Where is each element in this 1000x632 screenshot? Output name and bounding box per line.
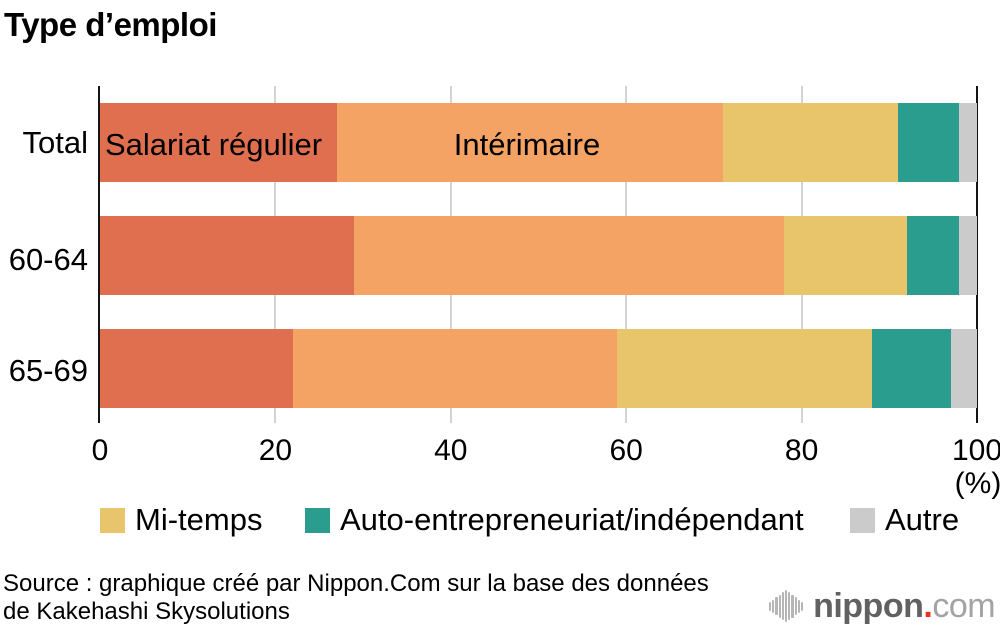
- equalizer-bar: [791, 594, 794, 618]
- inline-label-salariat-regulier: Salariat régulier: [105, 127, 323, 162]
- bar-segment: [722, 103, 899, 182]
- equalizer-bar: [784, 590, 788, 622]
- category-label: 60-64: [8, 242, 88, 277]
- legend-label: Autre: [885, 502, 960, 537]
- logo-word-com: com: [932, 586, 996, 625]
- logo-word-nippon: nippon: [813, 586, 924, 625]
- x-tick-label: 40: [434, 434, 468, 467]
- bar-row-60-64: [100, 216, 977, 295]
- legend-label: Mi-temps: [135, 502, 263, 537]
- equalizer-bars-icon: [769, 590, 804, 622]
- inline-label-interimaire: Intérimaire: [453, 127, 601, 162]
- x-tick-label: 20: [258, 434, 293, 467]
- bar-segment: [959, 103, 977, 182]
- bar-segment: [784, 216, 907, 295]
- equalizer-bar: [794, 597, 797, 615]
- equalizer-bar: [781, 592, 784, 620]
- bar-segment: [100, 103, 337, 182]
- equalizer-bar: [778, 594, 781, 618]
- legend-swatch: [850, 507, 875, 533]
- x-tick-label: 60: [609, 434, 643, 467]
- equalizer-bar: [788, 592, 791, 620]
- equalizer-bar: [800, 601, 804, 611]
- bar-segment: [292, 329, 618, 408]
- x-tick-label: 80: [784, 434, 819, 467]
- bar-segment: [100, 216, 355, 295]
- equalizer-bar: [769, 601, 772, 611]
- equalizer-bar: [775, 597, 778, 615]
- bar-segment: [336, 103, 723, 182]
- bar-segment: [898, 103, 960, 182]
- plot-area: [100, 86, 977, 423]
- legend-swatch: [100, 507, 125, 533]
- equalizer-bar: [772, 599, 775, 613]
- x-axis-unit-label: (%): [954, 467, 1000, 500]
- legend-item: Mi-temps: [100, 502, 263, 537]
- bar-segment: [906, 216, 960, 295]
- bar-segment: [950, 329, 977, 408]
- legend-swatch: [305, 507, 330, 533]
- legend-item: Autre: [850, 502, 960, 537]
- bar-segment: [959, 216, 977, 295]
- source-note-line2: de Kakehashi Skysolutions: [3, 598, 290, 625]
- bar-segment: [871, 329, 951, 408]
- category-label: 65-69: [8, 353, 88, 388]
- bar-row-65-69: [100, 329, 977, 408]
- bar-segment: [354, 216, 785, 295]
- source-note: Source : graphique créé par Nippon.Com s…: [3, 570, 709, 626]
- nippon-logo-text: nippon.com: [813, 587, 995, 626]
- x-tick-label: 0: [91, 434, 109, 467]
- legend-label: Auto-entrepreneuriat/indépendant: [340, 502, 804, 537]
- legend-item: Auto-entrepreneuriat/indépendant: [305, 502, 804, 537]
- bar-segment: [617, 329, 872, 408]
- y-axis-line: [97, 86, 100, 423]
- logo-red-dot: .: [923, 586, 933, 625]
- bar-segment: [100, 329, 293, 408]
- source-note-line1: Source : graphique créé par Nippon.Com s…: [3, 570, 709, 597]
- nippon-com-logo: nippon.com: [769, 585, 996, 627]
- bar-row-total: [100, 103, 977, 182]
- x-tick-label: 100: [951, 434, 1000, 467]
- chart-title: Type d’emploi: [4, 6, 217, 43]
- equalizer-bar: [797, 599, 800, 613]
- category-label: Total: [22, 125, 88, 160]
